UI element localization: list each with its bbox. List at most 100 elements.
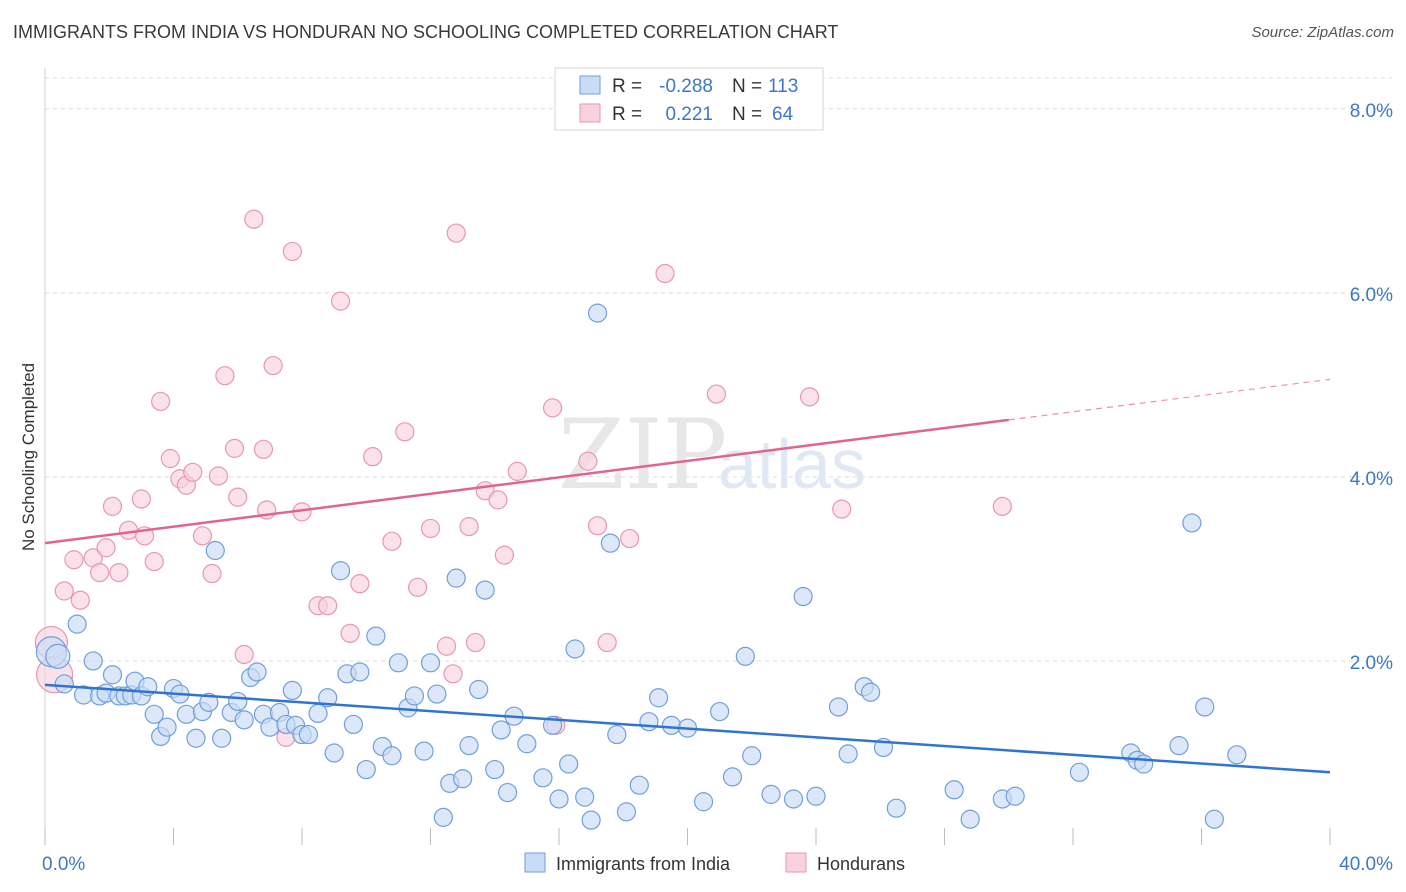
chart-title: IMMIGRANTS FROM INDIA VS HONDURAN NO SCH… (13, 22, 839, 42)
watermark-atlas: atlas (718, 425, 866, 503)
india-point (485, 759, 505, 780)
india-point (298, 724, 319, 745)
india-point (247, 662, 267, 682)
hondurans-point (224, 438, 245, 458)
india-point (308, 703, 328, 724)
india-point (616, 802, 637, 822)
india-point (67, 614, 87, 634)
hondurans-point (131, 489, 151, 509)
hondurans-point (282, 241, 302, 262)
hondurans-point (253, 439, 274, 459)
india-point (944, 780, 964, 800)
x-tick-label: 40.0% (1339, 854, 1393, 875)
hondurans-trend-line (44, 418, 1009, 545)
legend-n-value: 113 (768, 76, 798, 97)
india-point (761, 784, 781, 804)
india-point (559, 754, 579, 774)
india-point (735, 646, 755, 666)
hondurans-point (330, 291, 351, 311)
hondurans-point (446, 223, 466, 243)
india-point (366, 626, 386, 646)
axes (44, 68, 1331, 845)
india-point (793, 586, 813, 607)
india-point (710, 701, 730, 722)
legend-n-value: 64 (772, 104, 794, 125)
india-point (414, 741, 434, 761)
y-axis-label: No Schooling Completed (19, 363, 38, 551)
hondurans-point (459, 516, 479, 537)
hondurans-point (118, 520, 139, 540)
hondurans-point (192, 526, 213, 546)
hondurans-point (465, 632, 486, 653)
correlation-legend: R = -0.288 N = 113 R = 0.221 N = 64 (554, 67, 824, 131)
india-point (549, 789, 569, 809)
india-point (318, 688, 338, 708)
hondurans-point (507, 461, 527, 481)
trend-lines (44, 378, 1331, 774)
x-tick-label: 0.0% (42, 854, 85, 875)
legend-r-label: R = (612, 104, 642, 125)
india-point (742, 746, 762, 766)
hondurans-point (494, 545, 514, 565)
bottom-legend-hondurans: Hondurans (817, 854, 905, 874)
hondurans-point (234, 644, 254, 665)
hondurans-point (655, 263, 675, 284)
hondurans-point (436, 636, 457, 656)
y-tick-label: 2.0% (1350, 653, 1393, 674)
watermark: ZIP atlas (558, 399, 866, 511)
india-point (600, 533, 621, 553)
india-point (343, 714, 363, 735)
hondurans-point (620, 528, 640, 549)
india-point (356, 759, 376, 780)
india-point (212, 728, 232, 748)
legend-r-label: R = (612, 76, 642, 97)
india-point (102, 665, 123, 685)
legend-n-label: N = (732, 76, 762, 97)
india-point (1134, 754, 1154, 774)
hondurans-point (160, 448, 180, 469)
hondurans-point (70, 590, 90, 610)
india-point (886, 798, 906, 818)
india-point (565, 639, 585, 659)
india-point (838, 744, 858, 764)
hondurans-point (208, 466, 229, 486)
india-point (446, 568, 466, 588)
hondurans-point (215, 366, 235, 386)
india-point (186, 728, 206, 748)
india-point (828, 697, 849, 717)
hondurans-point (420, 518, 441, 539)
hondurans-point (202, 563, 222, 584)
gridlines (45, 77, 1392, 662)
india-point (459, 736, 479, 756)
india-point (350, 662, 370, 682)
india-point (1195, 697, 1215, 717)
india-point (1005, 786, 1025, 806)
source-label: Source: ZipAtlas.com (1251, 24, 1394, 41)
india-trend-line (44, 683, 1331, 774)
hondurans-point (90, 563, 110, 583)
india-point (45, 643, 71, 669)
india-point (607, 724, 627, 745)
bottom-legend-swatch-india (524, 852, 546, 873)
india-point (157, 717, 177, 737)
india-point (861, 682, 881, 702)
india-point (199, 692, 219, 712)
india-point (491, 720, 511, 740)
hondurans-point (832, 499, 852, 519)
y-tick-label: 8.0% (1350, 101, 1393, 122)
india-point (1069, 762, 1090, 782)
hondurans-point (340, 623, 360, 643)
india-point (234, 710, 254, 730)
hondurans-point (587, 516, 608, 536)
india-point (533, 768, 553, 788)
legend-swatch-hondurans (579, 103, 601, 123)
hondurans-point (363, 447, 383, 467)
india-point (453, 769, 473, 789)
hondurans-point (228, 487, 248, 507)
legend-swatch-india (579, 75, 601, 95)
india-point (330, 561, 351, 581)
legend-r-value: 0.221 (665, 104, 713, 125)
hondurans-point (395, 422, 415, 442)
y-tick-labels: 2.0% 4.0% 6.0% 8.0% (1350, 101, 1393, 674)
india-point (475, 580, 495, 600)
